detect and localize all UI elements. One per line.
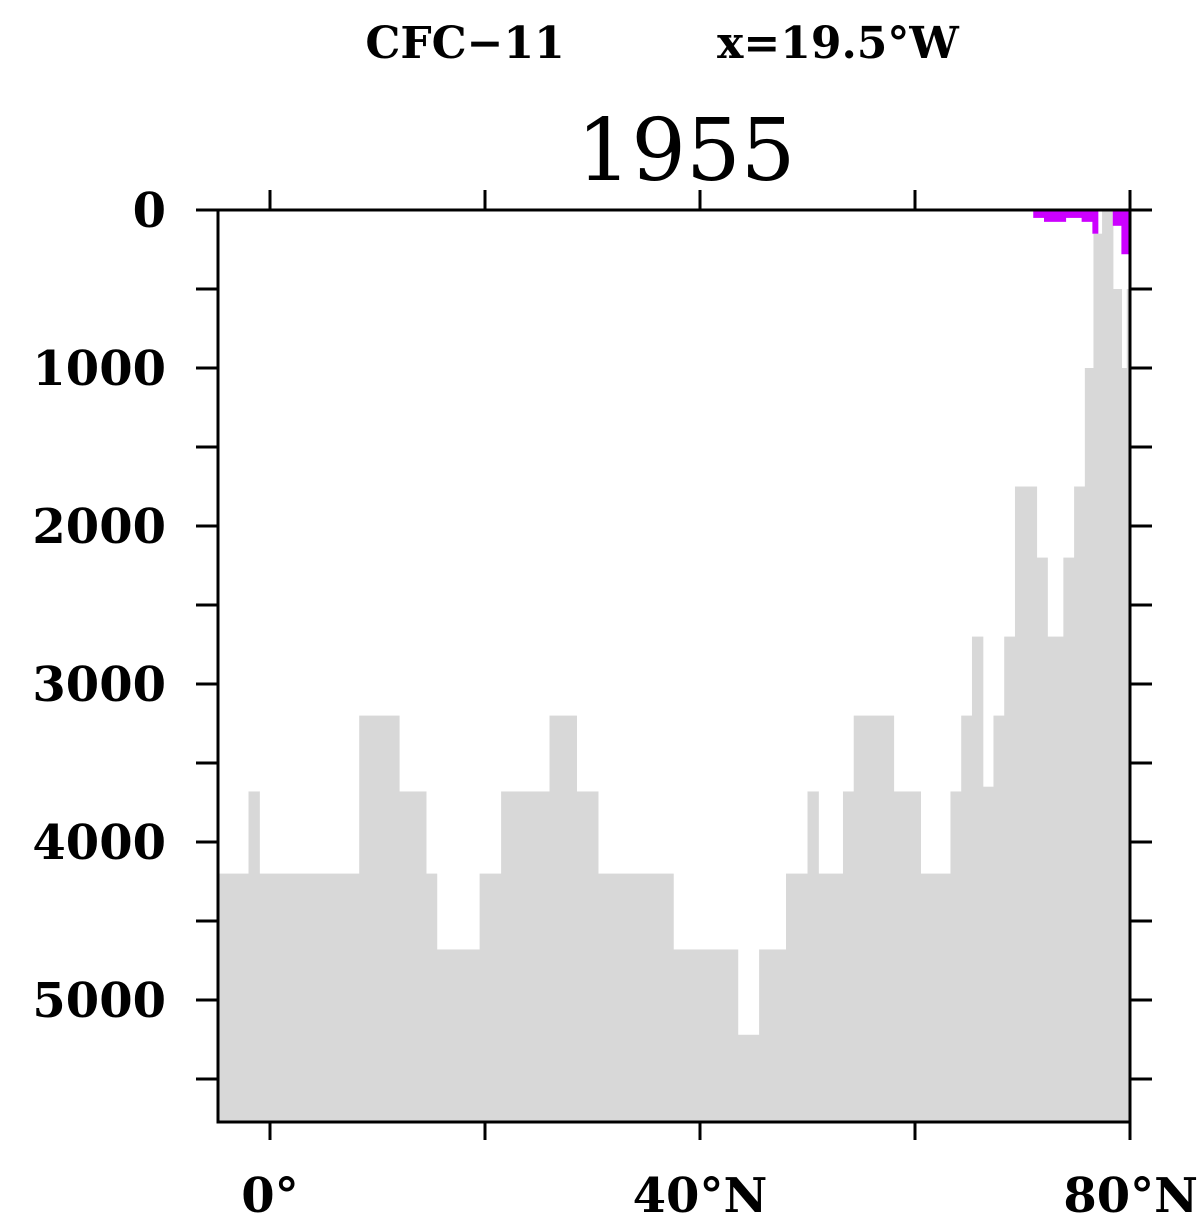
y-axis-ticks: 0 1000 2000 3000 4000 5000 [32, 183, 1152, 1081]
y-tick-label: 0 [133, 183, 166, 239]
x-tick-label: 0° [241, 1168, 298, 1219]
land-column [842, 791, 855, 1122]
land-column [1004, 636, 1016, 1122]
land-column [1102, 210, 1114, 1122]
y-tick-label: 3000 [32, 657, 166, 713]
land-column [259, 873, 360, 1122]
land-column [1084, 368, 1095, 1122]
land-column [982, 786, 995, 1122]
cfc-patch [1121, 210, 1131, 255]
land-column [971, 636, 984, 1122]
y-tick-label: 2000 [32, 499, 166, 555]
land-column [920, 873, 952, 1122]
land-column [359, 715, 400, 1122]
cfc-patch [1065, 210, 1083, 218]
y-tick-label: 1000 [32, 341, 166, 397]
cfc-patch [1033, 210, 1045, 218]
land-column [425, 873, 438, 1122]
cfc-patch [1081, 210, 1093, 222]
land-column [549, 715, 577, 1122]
land-column [1093, 233, 1103, 1122]
land-column [993, 715, 1005, 1122]
land-column [1063, 557, 1075, 1122]
chart-title: 1955 [577, 101, 796, 201]
x-axis-ticks: 0° 40°N 80°N [241, 190, 1198, 1219]
land-column [576, 791, 599, 1122]
land-column [786, 873, 809, 1122]
cfc-patch [1092, 210, 1099, 234]
land-column [759, 949, 787, 1122]
land-column [1112, 289, 1122, 1122]
land-column [399, 791, 427, 1122]
land-column [853, 715, 895, 1122]
section-label: x=19.5°W [717, 18, 959, 69]
cfc-patch [1044, 210, 1067, 222]
land-column [1074, 486, 1086, 1122]
land-column [961, 715, 973, 1122]
land-column [673, 949, 739, 1122]
land-column [950, 791, 962, 1122]
cfc-concentration-layer [1033, 210, 1131, 255]
axes [216, 208, 1132, 1124]
y-tick-label: 4000 [32, 815, 166, 871]
y-tick-label: 5000 [32, 973, 166, 1029]
land-column [1121, 368, 1128, 1122]
land-column [807, 791, 819, 1122]
variable-label: CFC−11 [365, 18, 564, 69]
bathymetry-layer [218, 210, 1131, 1122]
plot-area [218, 210, 1131, 1122]
land-column [436, 949, 481, 1122]
land-column [737, 1034, 760, 1122]
x-tick-label: 40°N [633, 1168, 768, 1219]
land-column [1036, 557, 1048, 1122]
land-column [479, 873, 502, 1122]
land-column [248, 791, 260, 1122]
land-column [1047, 636, 1064, 1122]
x-tick-label: 80°N [1063, 1168, 1198, 1219]
cfc-patch [1112, 210, 1122, 226]
land-column [893, 791, 921, 1122]
land-column [818, 873, 844, 1122]
land-column [218, 873, 250, 1122]
plot-frame [216, 208, 1132, 1124]
land-column [501, 791, 551, 1122]
land-column [1014, 486, 1038, 1122]
land-column [597, 873, 674, 1122]
